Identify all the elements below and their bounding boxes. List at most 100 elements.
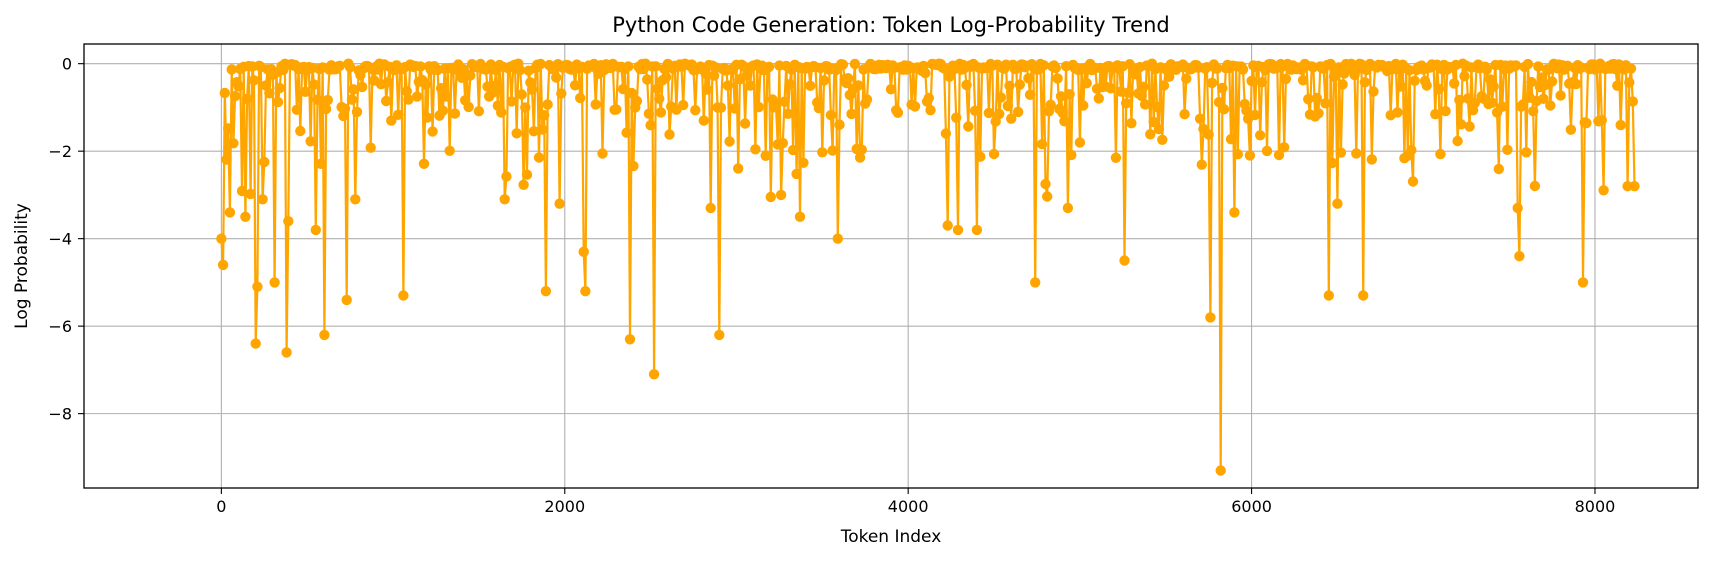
data-point: [690, 105, 701, 116]
data-point: [319, 329, 330, 341]
data-point: [1546, 76, 1558, 87]
data-point: [1244, 150, 1256, 161]
data-point: [1581, 117, 1592, 129]
data-point: [420, 79, 431, 91]
y-tick-label: −8: [48, 405, 72, 424]
data-point: [320, 103, 332, 115]
data-point: [1629, 181, 1640, 192]
data-point: [1273, 149, 1285, 161]
data-point: [1121, 98, 1132, 109]
data-point: [1598, 185, 1609, 196]
data-point: [700, 68, 711, 79]
x-tick-label: 0: [216, 497, 226, 516]
data-point: [1040, 178, 1051, 190]
data-point: [763, 61, 775, 72]
data-point: [1335, 147, 1347, 158]
data-point: [501, 171, 512, 182]
data-point: [1452, 135, 1463, 147]
data-point: [1036, 139, 1048, 150]
data-point: [1066, 149, 1077, 161]
data-point: [1469, 97, 1481, 109]
data-point: [1280, 73, 1292, 85]
data-point: [1521, 147, 1532, 158]
data-point: [357, 81, 368, 93]
data-point: [526, 84, 538, 95]
data-point: [556, 88, 567, 99]
data-point: [892, 107, 904, 119]
data-point: [1057, 107, 1068, 119]
data-point: [624, 334, 636, 345]
data-point: [233, 81, 244, 92]
data-point: [1052, 73, 1063, 84]
chart-title: Python Code Generation: Token Log-Probab…: [612, 13, 1169, 37]
data-point: [382, 77, 394, 88]
data-point: [1440, 105, 1451, 117]
data-point: [1119, 255, 1130, 266]
data-point: [940, 128, 952, 139]
data-point: [381, 95, 392, 107]
data-point: [520, 102, 531, 113]
data-point: [1351, 148, 1362, 159]
data-point: [1464, 121, 1475, 132]
data-point: [660, 72, 672, 83]
data-point: [260, 80, 272, 91]
data-point: [322, 94, 333, 106]
data-point: [631, 95, 643, 107]
data-point: [1325, 58, 1336, 70]
data-point: [540, 286, 552, 297]
data-point: [252, 281, 263, 292]
data-point: [1497, 101, 1508, 112]
data-point: [1126, 118, 1137, 129]
data-point: [449, 108, 461, 119]
data-point: [1577, 277, 1589, 288]
data-point: [346, 94, 358, 105]
data-point: [1110, 152, 1122, 163]
data-point: [528, 126, 540, 137]
data-point: [951, 112, 962, 123]
data-point: [236, 185, 248, 197]
data-point: [427, 126, 438, 137]
x-tick-label: 8000: [1575, 497, 1616, 516]
data-point: [724, 136, 735, 147]
data-point: [923, 92, 934, 104]
data-point: [1570, 78, 1582, 90]
data-point: [770, 99, 782, 111]
data-point: [837, 59, 849, 70]
data-point: [1064, 89, 1075, 100]
data-point: [753, 101, 764, 113]
data-point: [702, 84, 713, 95]
data-point: [1407, 176, 1419, 187]
data-point: [1486, 97, 1498, 109]
x-axis-label: Token Index: [840, 527, 942, 547]
data-point: [832, 233, 843, 244]
data-point: [617, 83, 629, 95]
data-point: [1074, 137, 1086, 148]
x-tick-label: 6000: [1231, 497, 1272, 516]
data-point: [269, 277, 280, 288]
data-point: [418, 158, 430, 169]
data-point: [398, 290, 409, 301]
data-point: [1529, 180, 1541, 192]
data-point: [1627, 96, 1639, 107]
data-point: [1153, 124, 1165, 135]
data-point: [1105, 83, 1117, 94]
data-point: [1303, 94, 1314, 105]
data-point: [1038, 60, 1050, 71]
data-point: [1237, 64, 1249, 75]
data-point: [229, 91, 241, 102]
data-point: [648, 369, 660, 380]
data-point: [334, 60, 345, 71]
data-point: [514, 64, 526, 76]
data-point: [1055, 91, 1067, 102]
data-point: [518, 179, 529, 190]
y-tick-label: 0: [62, 55, 72, 74]
data-point: [861, 94, 873, 105]
data-point: [1045, 99, 1056, 111]
data-point: [1323, 290, 1335, 301]
data-point: [818, 75, 830, 86]
data-point: [1488, 81, 1499, 92]
data-point: [708, 70, 720, 81]
data-point: [1455, 119, 1467, 130]
data-point: [760, 150, 771, 161]
data-point: [920, 67, 931, 79]
